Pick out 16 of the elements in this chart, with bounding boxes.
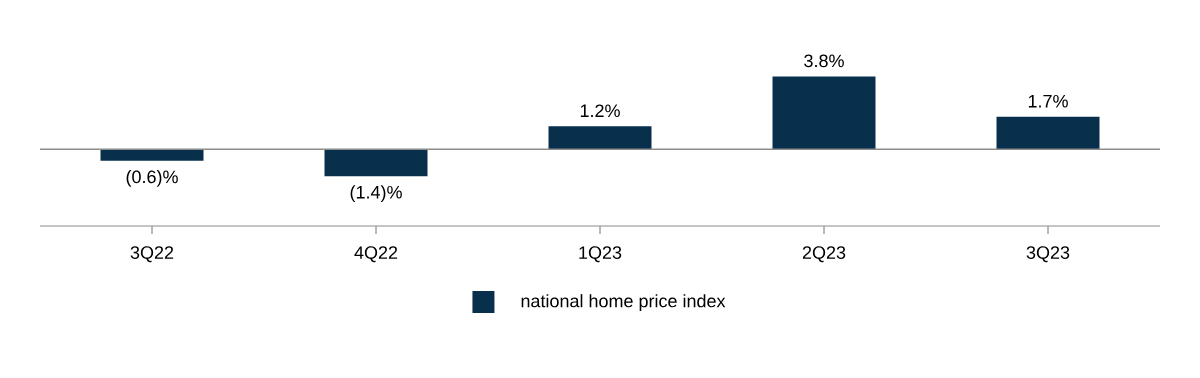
bar bbox=[324, 149, 428, 177]
data-label: 3.8% bbox=[804, 54, 844, 68]
data-label: (0.6)% bbox=[126, 169, 178, 187]
legend-label: national home price index bbox=[521, 294, 726, 311]
x-tick-label: 1Q23 bbox=[579, 246, 622, 263]
x-tick-label: 2Q23 bbox=[802, 246, 846, 263]
bar bbox=[100, 149, 204, 161]
bar bbox=[548, 126, 652, 150]
data-label: (1.4)% bbox=[350, 185, 402, 203]
bar bbox=[996, 116, 1100, 150]
x-tick-label: 3Q23 bbox=[1026, 246, 1070, 263]
bar bbox=[772, 76, 876, 150]
x-tick-label: 4Q22 bbox=[354, 246, 398, 263]
data-label: 1.2% bbox=[580, 104, 620, 118]
x-tick-label: 3Q22 bbox=[130, 246, 174, 263]
data-label: 1.7% bbox=[1028, 94, 1068, 108]
